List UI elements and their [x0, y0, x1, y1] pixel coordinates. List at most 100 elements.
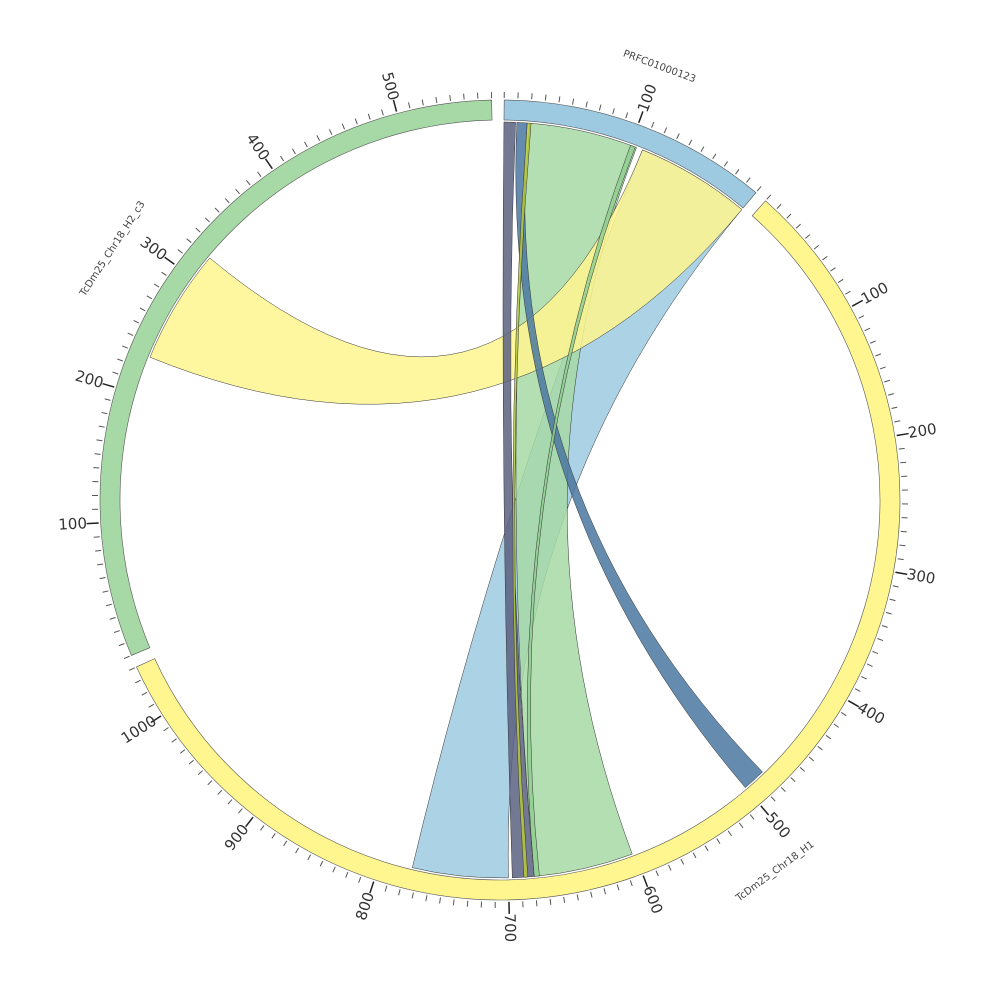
tick-label: 200: [73, 367, 106, 392]
tick-label: 100: [58, 514, 88, 534]
minor-tick: [723, 161, 729, 167]
link-ribbon: [526, 144, 636, 877]
minor-tick: [224, 198, 230, 204]
minor-tick: [746, 177, 751, 183]
minor-tick: [563, 896, 566, 903]
minor-tick: [425, 895, 428, 902]
minor-tick: [663, 127, 668, 134]
minor-tick: [756, 186, 762, 192]
minor-tick: [341, 123, 346, 130]
minor-tick: [214, 207, 220, 213]
minor-tick: [197, 770, 204, 775]
minor-tick: [680, 858, 685, 865]
minor-tick: [129, 667, 135, 671]
minor-tick: [171, 738, 177, 743]
minor-tick: [257, 171, 262, 177]
minor-tick: [186, 238, 192, 243]
minor-tick: [319, 860, 324, 867]
minor-tick: [195, 227, 201, 233]
tick-label: 200: [907, 420, 938, 442]
minor-tick: [735, 169, 740, 175]
minor-tick: [95, 549, 102, 552]
minor-tick: [367, 113, 371, 120]
minor-tick: [93, 536, 100, 538]
minor-tick: [381, 109, 384, 116]
minor-tick: [188, 759, 194, 765]
major-tick: [847, 700, 860, 708]
major-tick: [895, 571, 908, 576]
minor-tick: [869, 340, 876, 344]
major-tick: [264, 158, 273, 170]
minor-tick: [616, 884, 620, 891]
minor-tick: [235, 188, 240, 195]
link-ribbon: [149, 149, 743, 405]
minor-tick: [790, 777, 796, 783]
minor-tick: [881, 625, 888, 628]
minor-tick: [799, 767, 805, 772]
minor-tick: [891, 406, 898, 410]
minor-tick: [246, 180, 251, 186]
minor-tick: [808, 756, 815, 762]
minor-tick: [825, 734, 832, 740]
tick-label: 800: [352, 890, 378, 923]
minor-tick: [139, 307, 146, 312]
minor-tick: [845, 290, 851, 295]
minor-tick: [411, 892, 414, 899]
minor-tick: [866, 663, 873, 667]
segment-arc: [503, 99, 757, 209]
minor-tick: [307, 854, 312, 861]
minor-tick: [576, 894, 579, 901]
minor-tick: [676, 133, 680, 140]
minor-tick: [96, 439, 103, 442]
minor-tick: [786, 213, 792, 219]
minor-tick: [102, 590, 109, 593]
segment-arc: [136, 200, 901, 901]
minor-tick: [345, 871, 349, 878]
minor-tick: [889, 598, 896, 602]
minor-tick: [837, 278, 844, 283]
minor-tick: [384, 885, 388, 892]
minor-tick: [830, 267, 836, 272]
minor-tick: [692, 852, 697, 859]
minor-tick: [133, 320, 140, 324]
minor-tick: [354, 118, 358, 125]
minor-tick: [122, 345, 128, 349]
minor-tick: [94, 453, 101, 455]
minor-tick: [688, 139, 693, 146]
minor-tick: [897, 558, 904, 561]
minor-tick: [260, 825, 265, 831]
tick-label: 300: [905, 565, 936, 588]
minor-tick: [204, 217, 210, 223]
minor-tick: [316, 135, 321, 141]
minor-tick: [535, 900, 538, 907]
minor-tick: [332, 866, 336, 873]
minor-tick: [898, 447, 905, 450]
minor-tick: [598, 104, 602, 111]
tick-label: 400: [242, 130, 273, 164]
major-tick: [164, 256, 175, 265]
minor-tick: [463, 93, 465, 100]
tick-label: 400: [854, 698, 888, 728]
minor-tick: [749, 814, 755, 820]
tick-label: 500: [378, 70, 403, 102]
tick-label: 600: [639, 883, 666, 916]
minor-tick: [879, 366, 886, 370]
minor-tick: [655, 870, 659, 877]
minor-tick: [887, 393, 895, 396]
minor-tick: [738, 822, 744, 829]
minor-tick: [127, 332, 134, 336]
link-ribbon: [512, 122, 532, 878]
segment-label: TcDm25_Chr18_H1: [734, 839, 817, 904]
minor-tick: [304, 141, 308, 148]
minor-tick: [452, 899, 455, 906]
minor-tick: [99, 577, 106, 580]
minor-tick: [112, 371, 119, 375]
minor-tick: [280, 155, 285, 162]
minor-tick: [770, 796, 776, 802]
minor-tick: [625, 112, 629, 119]
minor-tick: [358, 876, 362, 883]
minor-tick: [840, 712, 847, 717]
minor-tick: [585, 101, 588, 108]
minor-tick: [872, 650, 879, 655]
